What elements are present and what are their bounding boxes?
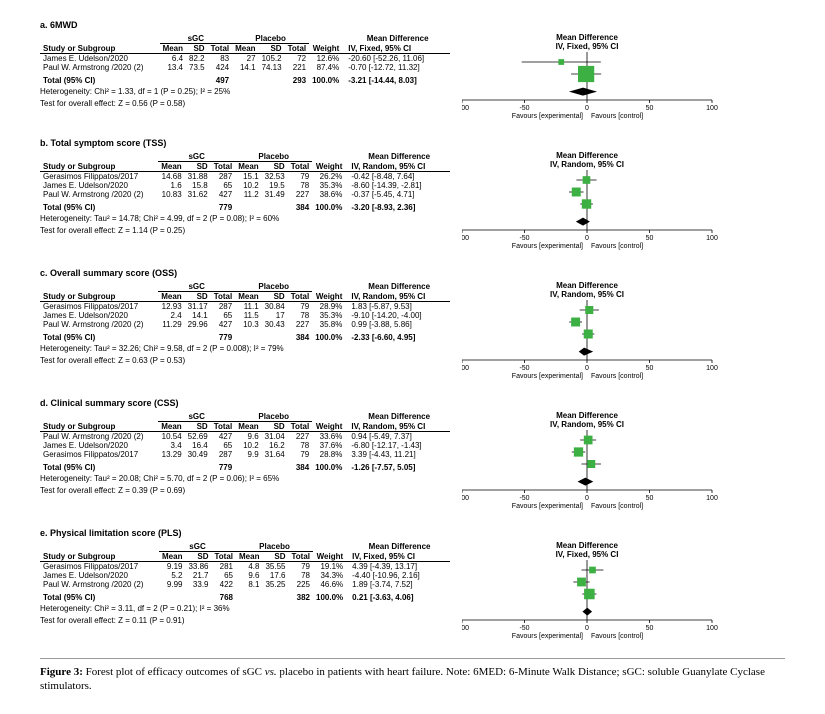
panel-title: e. Physical limitation score (PLS) xyxy=(40,528,785,538)
svg-text:Favours [control]: Favours [control] xyxy=(591,633,643,640)
svg-text:50: 50 xyxy=(646,235,654,242)
svg-text:Favours [control]: Favours [control] xyxy=(591,373,643,380)
svg-text:100: 100 xyxy=(706,365,718,372)
svg-text:Favours [experimental]: Favours [experimental] xyxy=(512,113,583,120)
svg-text:Favours [experimental]: Favours [experimental] xyxy=(512,373,583,380)
heterogeneity-text: Heterogeneity: Tau² = 20.08; Chi² = 5.70… xyxy=(40,474,450,484)
total-row: Total (95% CI)779384100.0%-1.26 [-7.57, … xyxy=(40,463,450,472)
forest-table: sGCPlaceboMean DifferenceStudy or Subgro… xyxy=(40,542,450,602)
svg-text:Mean DifferenceIV, Random, 95%: Mean DifferenceIV, Random, 95% CI xyxy=(550,282,624,299)
heterogeneity-text: Heterogeneity: Tau² = 14.78; Chi² = 4.99… xyxy=(40,214,450,224)
heterogeneity-text: Test for overall effect: Z = 0.63 (P = 0… xyxy=(40,356,450,366)
svg-text:100: 100 xyxy=(706,495,718,502)
svg-text:Favours [control]: Favours [control] xyxy=(591,113,643,120)
forest-plot: Mean DifferenceIV, Random, 95% CI -100 -50… xyxy=(462,282,722,384)
panel-title: b. Total symptom score (TSS) xyxy=(40,138,785,148)
panel-title: c. Overall summary score (OSS) xyxy=(40,268,785,278)
forest-panel-d: d. Clinical summary score (CSS) sGCPlaceb… xyxy=(40,398,785,514)
table-row: James E. Udelson/20201.615.86510.219.578… xyxy=(40,181,450,190)
forest-panel-b: b. Total symptom score (TSS) sGCPlaceboMe… xyxy=(40,138,785,254)
forest-panel-a: a. 6MWD sGCPlaceboMean DifferenceStudy or… xyxy=(40,20,785,124)
svg-text:-50: -50 xyxy=(519,495,529,502)
svg-text:50: 50 xyxy=(646,105,654,112)
heterogeneity-text: Test for overall effect: Z = 0.39 (P = 0… xyxy=(40,486,450,496)
svg-text:-100: -100 xyxy=(462,495,469,502)
svg-text:0: 0 xyxy=(585,625,589,632)
svg-text:Mean DifferenceIV, Fixed, 95%: Mean DifferenceIV, Fixed, 95% CI xyxy=(556,34,619,51)
heterogeneity-text: Test for overall effect: Z = 0.56 (P = 0… xyxy=(40,99,450,109)
forest-panel-e: e. Physical limitation score (PLS) sGCPla… xyxy=(40,528,785,644)
table-row: James E. Udelson/20203.416.46510.216.278… xyxy=(40,441,450,450)
table-row: James E. Udelson/20202.414.16511.5177835… xyxy=(40,311,450,320)
svg-text:Favours [control]: Favours [control] xyxy=(591,503,643,510)
caption-text-1: Forest plot of efficacy outcomes of sGC xyxy=(83,666,265,678)
svg-text:Mean DifferenceIV, Random, 95%: Mean DifferenceIV, Random, 95% CI xyxy=(550,152,624,169)
table-row: Gerasimos Filippatos/201713.2930.492879.… xyxy=(40,450,450,459)
table-row: Paul W. Armstrong /2020 (2)10.8331.62427… xyxy=(40,190,450,199)
table-row: James E. Udelson/20206.482.28327105.2721… xyxy=(40,54,450,64)
svg-text:-50: -50 xyxy=(519,365,529,372)
total-row: Total (95% CI)779384100.0%-2.33 [-6.60, … xyxy=(40,333,450,342)
table-row: Gerasimos Filippatos/20179.1933.862814.8… xyxy=(40,562,450,572)
svg-text:50: 50 xyxy=(646,495,654,502)
svg-text:Favours [experimental]: Favours [experimental] xyxy=(512,633,583,640)
forest-plot: Mean DifferenceIV, Fixed, 95% CI -100 -50 0… xyxy=(462,34,722,124)
svg-text:0: 0 xyxy=(585,105,589,112)
forest-plot: Mean DifferenceIV, Fixed, 95% CI -100 -50 0… xyxy=(462,542,722,644)
total-row: Total (95% CI)779384100.0%-3.20 [-8.93, … xyxy=(40,203,450,212)
svg-text:50: 50 xyxy=(646,625,654,632)
total-row: Total (95% CI)497293100.0%-3.21 [-14.44,… xyxy=(40,76,450,85)
table-row: James E. Udelson/20205.221.7659.617.6783… xyxy=(40,571,450,580)
heterogeneity-text: Heterogeneity: Chi² = 1.33, df = 1 (P = … xyxy=(40,87,450,97)
svg-text:0: 0 xyxy=(585,365,589,372)
svg-text:-100: -100 xyxy=(462,365,469,372)
forest-table: sGCPlaceboMean DifferenceStudy or Subgro… xyxy=(40,282,450,342)
svg-text:100: 100 xyxy=(706,235,718,242)
figure-caption: Figure 3: Forest plot of efficacy outcom… xyxy=(40,658,785,694)
svg-text:100: 100 xyxy=(706,105,718,112)
forest-table: sGCPlaceboMean DifferenceStudy or Subgro… xyxy=(40,34,450,85)
forest-plot: Mean DifferenceIV, Random, 95% CI -100 -50… xyxy=(462,412,722,514)
heterogeneity-text: Heterogeneity: Tau² = 32.26; Chi² = 9.58… xyxy=(40,344,450,354)
svg-text:100: 100 xyxy=(706,625,718,632)
svg-text:Mean DifferenceIV, Random, 95%: Mean DifferenceIV, Random, 95% CI xyxy=(550,412,624,429)
panel-title: d. Clinical summary score (CSS) xyxy=(40,398,785,408)
svg-text:-100: -100 xyxy=(462,105,469,112)
table-row: Paul W. Armstrong /2020 (2)9.9933.94228.… xyxy=(40,580,450,589)
forest-plot: Mean DifferenceIV, Random, 95% CI -100 -50… xyxy=(462,152,722,254)
svg-text:Mean DifferenceIV, Fixed, 95%: Mean DifferenceIV, Fixed, 95% CI xyxy=(556,542,619,559)
table-row: Paul W. Armstrong /2020 (2)10.5452.69427… xyxy=(40,432,450,442)
svg-text:-50: -50 xyxy=(519,625,529,632)
forest-table: sGCPlaceboMean DifferenceStudy or Subgro… xyxy=(40,152,450,212)
heterogeneity-text: Test for overall effect: Z = 1.14 (P = 0… xyxy=(40,226,450,236)
table-row: Gerasimos Filippatos/201712.9331.1728711… xyxy=(40,302,450,312)
svg-text:0: 0 xyxy=(585,235,589,242)
caption-bold: Figure 3: xyxy=(40,666,83,678)
svg-text:-50: -50 xyxy=(519,235,529,242)
forest-table: sGCPlaceboMean DifferenceStudy or Subgro… xyxy=(40,412,450,472)
svg-text:50: 50 xyxy=(646,365,654,372)
table-row: Paul W. Armstrong /2020 (2)13.473.542414… xyxy=(40,63,450,72)
table-row: Paul W. Armstrong /2020 (2)11.2929.96427… xyxy=(40,320,450,329)
heterogeneity-text: Test for overall effect: Z = 0.11 (P = 0… xyxy=(40,616,450,626)
svg-text:-100: -100 xyxy=(462,235,469,242)
table-row: Gerasimos Filippatos/201714.6831.8828715… xyxy=(40,172,450,182)
svg-text:Favours [experimental]: Favours [experimental] xyxy=(512,243,583,250)
svg-text:0: 0 xyxy=(585,495,589,502)
forest-panel-c: c. Overall summary score (OSS) sGCPlacebo… xyxy=(40,268,785,384)
svg-text:-50: -50 xyxy=(519,105,529,112)
svg-text:Favours [experimental]: Favours [experimental] xyxy=(512,503,583,510)
svg-text:-100: -100 xyxy=(462,625,469,632)
panel-title: a. 6MWD xyxy=(40,20,785,30)
total-row: Total (95% CI)768382100.0%0.21 [-3.63, 4… xyxy=(40,593,450,602)
caption-italic: vs. xyxy=(265,666,277,678)
svg-text:Favours [control]: Favours [control] xyxy=(591,243,643,250)
heterogeneity-text: Heterogeneity: Chi² = 3.11, df = 2 (P = … xyxy=(40,604,450,614)
